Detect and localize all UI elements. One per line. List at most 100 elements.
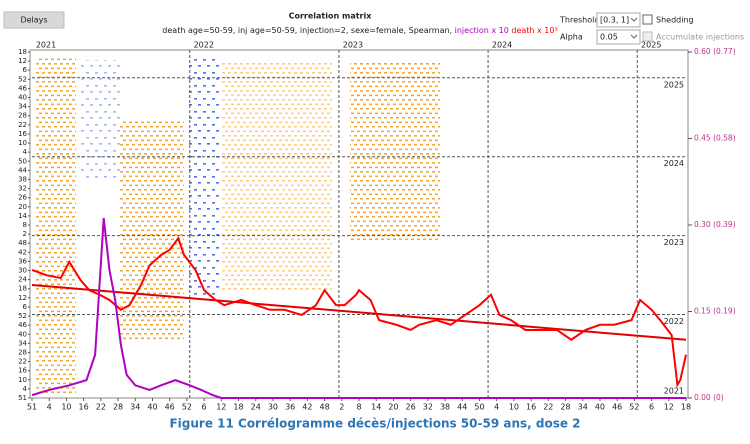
- x-tick-label: 14: [371, 403, 381, 412]
- y-tick-label: 36: [18, 257, 27, 265]
- x-tick-label: 16: [79, 403, 89, 412]
- threshold-value: [0.3, 1]: [600, 16, 629, 25]
- y-tick-label: 52: [18, 75, 27, 83]
- x-tick-label: 46: [165, 403, 175, 412]
- alpha-value: 0.05: [600, 33, 618, 42]
- x-tick-label: 4: [494, 403, 499, 412]
- subtitle: death age=50-59, inj age=50-59, injectio…: [162, 26, 452, 35]
- y-tick-label: 50: [18, 157, 27, 165]
- y2-tick-label: 0.00 (0): [694, 393, 724, 402]
- y2-tick-label: 0.15 (0.19): [694, 307, 736, 316]
- x-tick-label: 6: [649, 403, 654, 412]
- x-tick-label: 46: [612, 403, 622, 412]
- x-tick-label: 18: [233, 403, 243, 412]
- x-tick-label: 8: [356, 403, 361, 412]
- chart-title: Correlation matrix: [289, 12, 373, 21]
- threshold-label: Threshold: [559, 16, 599, 25]
- y-tick-label: 51: [18, 394, 27, 402]
- y-tick-label: 16: [18, 367, 27, 375]
- x-tick-label: 6: [202, 403, 207, 412]
- y-tick-label: 34: [18, 339, 27, 347]
- y-tick-label: 44: [18, 166, 27, 174]
- chart-subtitle: death age=50-59, inj age=50-59, injectio…: [162, 26, 557, 35]
- x-tick-label: 44: [457, 403, 467, 412]
- y-tick-label: 2: [23, 230, 27, 238]
- x-tick-label: 30: [268, 403, 278, 412]
- heatmap-band: [188, 56, 220, 296]
- y-tick-label: 42: [18, 248, 27, 256]
- x-tick-label: 22: [543, 403, 553, 412]
- heatmap-band: [120, 120, 184, 340]
- x-tick-label: 32: [423, 403, 433, 412]
- shedding-checkbox[interactable]: [642, 14, 653, 25]
- year-label: 2021: [664, 387, 684, 396]
- y-tick-label: 40: [18, 330, 27, 338]
- x-tick-label: 38: [440, 403, 450, 412]
- x-tick-label: 12: [216, 403, 226, 412]
- x-tick-label: 10: [61, 403, 71, 412]
- y-tick-label: 22: [18, 121, 27, 129]
- year-label: 2025: [664, 80, 684, 89]
- x-tick-label: 40: [147, 403, 157, 412]
- x-tick-label: 52: [182, 403, 192, 412]
- y-tick-label: 8: [23, 221, 27, 229]
- y-tick-label: 30: [18, 267, 27, 275]
- y-tick-label: 14: [18, 212, 27, 220]
- y-tick-label: 46: [18, 84, 27, 92]
- year-label: 2022: [194, 41, 214, 50]
- accumulate-checkbox[interactable]: [642, 31, 653, 42]
- x-tick-label: 12: [664, 403, 674, 412]
- y-tick-label: 40: [18, 94, 27, 102]
- y2-tick-label: 0.45 (0.58): [694, 134, 736, 143]
- y-tick-label: 6: [23, 303, 28, 311]
- series-line: [31, 236, 687, 388]
- y-tick-label: 52: [18, 312, 27, 320]
- x-tick-label: 48: [319, 403, 329, 412]
- y-tick-label: 28: [18, 348, 27, 356]
- heatmap-texture: [36, 56, 440, 396]
- y-tick-label: 46: [18, 321, 27, 329]
- y-tick-label: 24: [18, 276, 27, 284]
- year-label: 2024: [664, 159, 684, 168]
- x-tick-label: 52: [629, 403, 639, 412]
- y-tick-label: 32: [18, 185, 27, 193]
- y2-tick-label: 0.60 (0.77): [694, 47, 736, 56]
- x-tick-label: 2: [339, 403, 344, 412]
- x-tick-label: 20: [388, 403, 398, 412]
- alpha-label: Alpha: [560, 33, 583, 42]
- shedding-label: Shedding: [656, 16, 694, 25]
- x-tick-label: 34: [130, 403, 140, 412]
- heatmap-band: [36, 56, 76, 396]
- y2-tick-label: 0.30 (0.39): [694, 220, 736, 229]
- heatmap-band: [350, 60, 440, 240]
- y-tick-label: 12: [18, 294, 27, 302]
- y-tick-label: 10: [18, 139, 27, 147]
- dropdown-arrow: [630, 17, 638, 22]
- x-tick-label: 10: [509, 403, 519, 412]
- x-tick-label: 18: [681, 403, 691, 412]
- y-tick-label: 12: [18, 57, 27, 65]
- threshold-dropdown[interactable]: [596, 12, 641, 28]
- y-tick-label: 10: [18, 376, 27, 384]
- delays-label: Delays: [20, 16, 47, 25]
- alpha-dropdown[interactable]: [596, 29, 641, 45]
- series-line: [31, 217, 686, 399]
- x-tick-label: 28: [113, 403, 123, 412]
- y-tick-label: 38: [18, 175, 27, 183]
- dropdown-arrow: [630, 34, 638, 39]
- year-label: 2024: [492, 41, 512, 50]
- x-tick-label: 24: [251, 403, 261, 412]
- x-tick-label: 34: [578, 403, 588, 412]
- y-tick-label: 18: [18, 285, 27, 293]
- accumulate-label: Accumulate injections: [656, 33, 744, 42]
- year-label: 2023: [343, 41, 363, 50]
- y-tick-label: 28: [18, 112, 27, 120]
- heatmap-band: [222, 60, 332, 290]
- y-tick-label: 20: [18, 203, 27, 211]
- x-tick-label: 16: [526, 403, 536, 412]
- trend-line: [31, 283, 687, 341]
- delays-button[interactable]: [3, 11, 65, 29]
- y-tick-label: 6: [23, 66, 28, 74]
- y-tick-label: 4: [23, 148, 28, 156]
